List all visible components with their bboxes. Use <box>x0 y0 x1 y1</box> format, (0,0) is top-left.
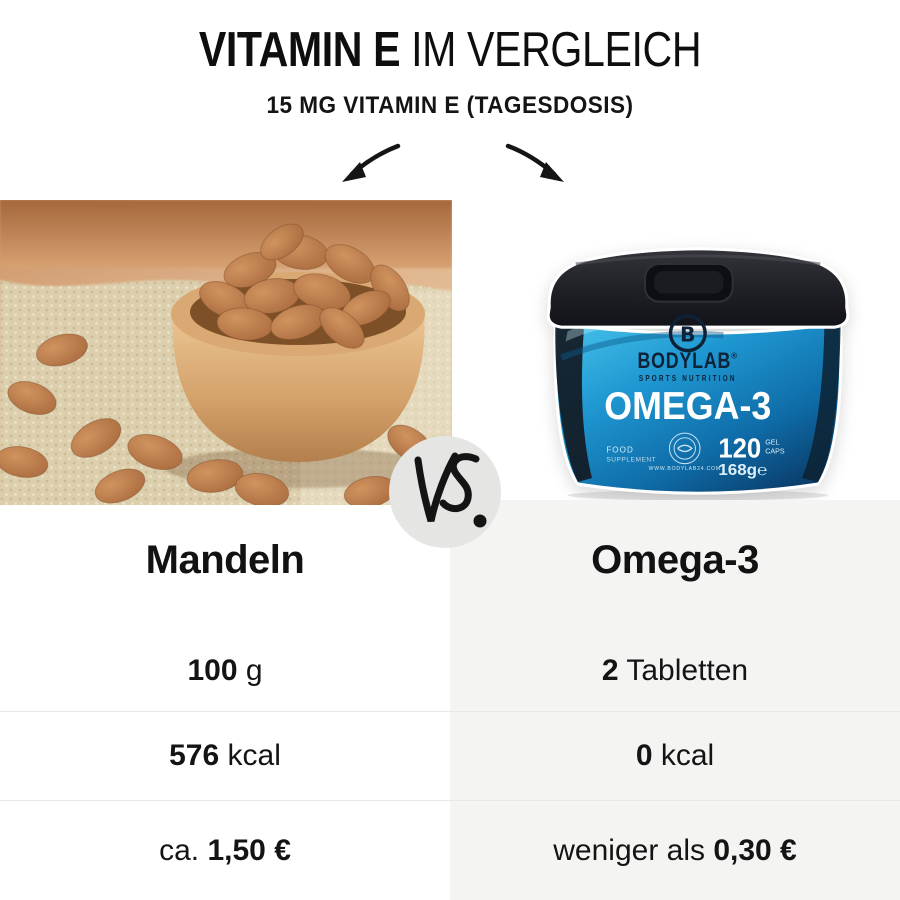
food-supplement-line2: SUPPLEMENT <box>606 457 656 464</box>
almonds-photo <box>0 200 452 505</box>
vs-badge: VS. <box>389 436 501 548</box>
vs-handwritten-icon <box>414 452 480 522</box>
title-bold-part: VITAMIN E <box>198 23 401 77</box>
left-column-title: Mandeln <box>145 537 305 582</box>
curved-arrow-down-left-icon <box>342 143 401 182</box>
page-subtitle: 15 MG VITAMIN E (TAGESDOSIS) <box>266 92 634 119</box>
lid-handle <box>644 262 734 303</box>
right-column-title: Omega-3 <box>591 537 759 582</box>
title-regular-part: IM VERGLEICH <box>400 23 702 77</box>
table-row-amount: 100 g 2 Tabletten <box>0 630 900 712</box>
amount-right-cell: 2 Tabletten <box>601 653 749 687</box>
brand-logo-letter: B <box>680 322 696 346</box>
price-left-cell: ca. 1,50 € <box>159 834 291 867</box>
brand-website: WWW.BODYLAB24.COM <box>649 466 721 472</box>
amount-left-cell: 100 g <box>187 653 263 687</box>
brand-tagline: SPORTS NUTRITION <box>639 373 737 383</box>
brand-name: BODYLAB® <box>637 348 738 373</box>
table-row-calories: 576 kcal 0 kcal <box>0 712 900 801</box>
calories-right-cell: 0 kcal <box>635 739 715 772</box>
comparison-table: 100 g 2 Tabletten 576 kcal 0 kcal ca. 1,… <box>0 630 900 900</box>
page-title: VITAMIN E IM VERGLEICH <box>72 24 828 76</box>
comparison-header-row: Mandeln Omega-3 <box>0 522 900 598</box>
header: VITAMIN E IM VERGLEICH 15 MG VITAMIN E (… <box>0 24 900 120</box>
food-supplement-line1: FOOD <box>606 445 634 454</box>
capsule-unit-top: GEL <box>765 438 779 446</box>
capsule-unit-bottom: CAPS <box>765 448 785 456</box>
quality-seal-icon <box>668 432 701 465</box>
right-column-background <box>450 500 900 900</box>
price-right-cell: weniger als 0,30 € <box>553 834 797 867</box>
brand-logo-icon: B <box>668 314 707 353</box>
curved-arrow-down-right-icon <box>505 143 564 182</box>
calories-left-cell: 576 kcal <box>169 739 281 772</box>
pointer-arrows <box>342 143 564 182</box>
table-row-price: ca. 1,50 € weniger als 0,30 € <box>0 801 900 900</box>
product-name: OMEGA-3 <box>604 385 771 428</box>
net-weight: 168g℮ <box>718 462 767 479</box>
product-shot: B BODYLAB® SPORTS NUTRITION OMEGA-3 FOOD… <box>546 247 850 501</box>
capsule-count: 120 <box>718 433 761 464</box>
